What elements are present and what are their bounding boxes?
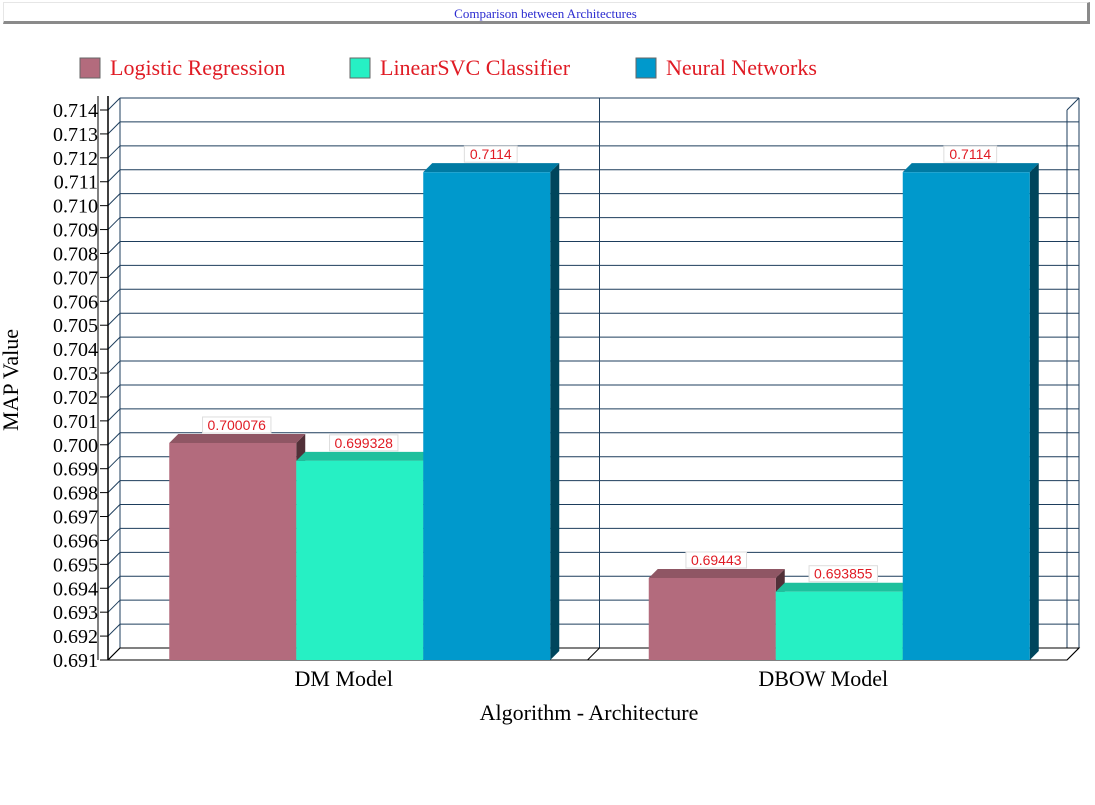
legend: Logistic Regression LinearSVC Classifier N… [79,55,817,80]
gridline-depth [107,97,121,111]
chart-title: Comparison between Architectures [454,6,637,21]
legend-swatch [79,57,101,79]
y-tick-label: 0.709 [53,220,98,242]
gridline-depth [107,265,121,278]
y-tick-label: 0.710 [53,196,98,218]
y-tick-label: 0.701 [53,411,98,433]
data-labels: 0.700076 0.699328 0.7114 0.69443 0.693855 0.7… [202,145,998,583]
gridline-depth [107,551,121,565]
bar-top [423,163,560,173]
bar-top [648,568,785,578]
bar-top [902,163,1039,173]
gridline-depth [107,504,121,517]
gridline-depth [107,121,121,135]
gridline-depth [107,432,121,446]
x-axis-title: Algorithm - Architecture [480,700,699,725]
data-label: 0.7114 [949,146,991,162]
y-tick-label: 0.694 [53,578,98,600]
gridline-depth [107,408,121,422]
bar-top [169,433,306,443]
gridline-depth [107,575,121,589]
y-tick-label: 0.700 [53,435,98,457]
bar [423,172,551,660]
data-label-box [202,416,272,434]
legend-label: Logistic Regression [110,55,285,80]
x-category-label: DM Model [295,666,393,691]
y-tick-label: 0.691 [53,650,98,672]
gridline-depth [107,312,121,326]
y-tick-label: 0.699 [53,459,98,481]
y-tick-label: 0.711 [54,172,98,194]
x-category-label: DBOW Model [758,666,888,691]
floor-divider [1066,647,1080,661]
y-axis-title: MAP Value [0,329,23,431]
gridline-depth [1066,97,1080,111]
legend-swatch [635,57,657,79]
legend-label: LinearSVC Classifier [380,55,571,80]
gridline-depth [107,384,121,398]
gridline-depth [107,336,121,350]
y-tick-label: 0.704 [53,339,98,361]
y-tick-label: 0.705 [53,315,98,337]
y-tick-label: 0.712 [53,148,98,170]
y-tick-label: 0.692 [53,626,98,648]
gridline-depth [107,217,121,230]
bar [169,442,297,660]
y-tick-label: 0.696 [53,530,98,552]
bar [775,591,903,660]
data-label-box [685,551,748,569]
bar-side [550,163,560,660]
y-tick-label: 0.706 [53,291,98,313]
data-label: 0.69443 [691,552,742,568]
data-label-box [329,434,399,452]
bar [296,460,424,660]
gridline-depth [107,528,121,541]
data-label-box [943,145,998,163]
data-label-box [463,145,518,163]
gridline-depth [107,456,121,470]
axes: 0.6910.6920.6930.6940.6950.6960.6970.698… [53,96,1081,691]
y-tick-label: 0.695 [53,554,98,576]
data-label-box [808,565,878,583]
y-tick-label: 0.703 [53,363,98,385]
gridline-depth [107,360,121,374]
gridline-depth [107,288,121,302]
data-label: 0.693855 [814,566,873,582]
y-tick-label: 0.708 [53,243,98,265]
data-label: 0.699328 [335,435,394,451]
gridline-depth [107,193,121,207]
floor-divider [107,647,121,661]
y-tick-label: 0.698 [53,483,98,505]
legend-swatch [349,57,371,79]
y-tick-label: 0.693 [53,602,98,624]
y-tick-label: 0.707 [53,267,98,289]
gridline-depth [107,145,121,159]
bars [169,163,1039,660]
legend-label: Neural Networks [666,55,817,80]
y-tick-label: 0.697 [53,507,98,529]
bar-top [775,582,912,592]
gridline-depth [107,241,121,254]
gridline-depth [107,480,121,493]
chart-title-bar: Comparison between Architectures [3,2,1090,24]
gridline-depth [107,599,121,613]
gridline-depth [107,623,121,637]
y-tick-label: 0.702 [53,387,98,409]
floor-divider [587,647,600,661]
bar-side [1029,163,1039,660]
y-tick-label: 0.713 [53,124,98,146]
data-label: 0.700076 [208,417,267,433]
data-label: 0.7114 [470,146,512,162]
bar [902,172,1030,660]
bar [648,577,776,660]
bar-top [296,451,433,461]
y-tick-label: 0.714 [53,100,98,122]
gridline-depth [107,169,121,183]
